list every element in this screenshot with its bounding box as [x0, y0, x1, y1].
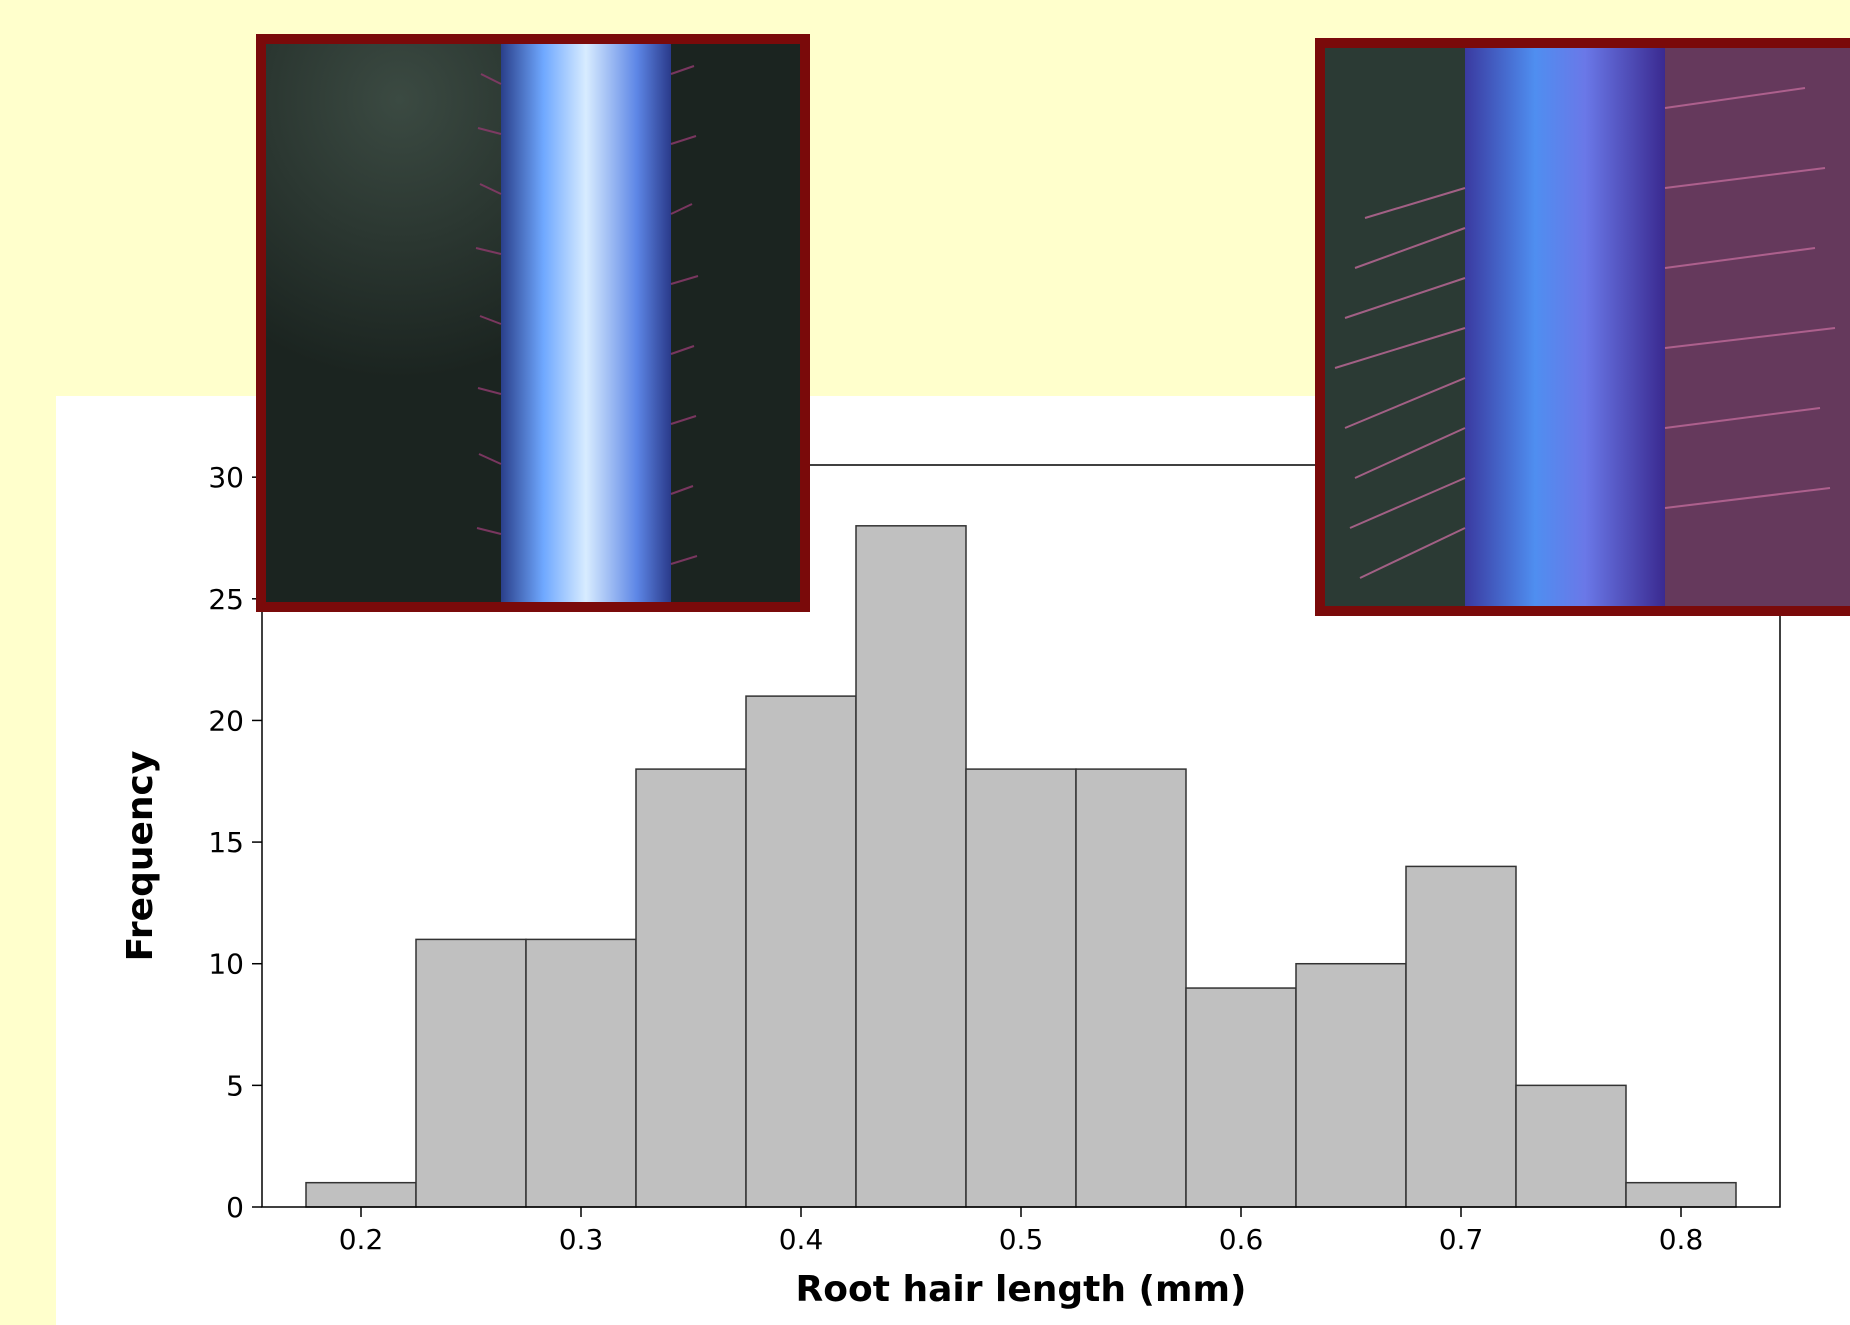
histogram-chart: 0.2 0.3 0.4 0.5 0.6 0.7 0.8 0 5 10 15 20 25 30 Root h… [120, 461, 1781, 1310]
x-tick-label-1: 0.3 [559, 1223, 604, 1256]
histogram-bar-4 [745, 695, 857, 1208]
y-tick-label-3: 15 [208, 826, 244, 859]
y-tick-label-6: 30 [208, 461, 244, 494]
histogram-bar-0 [305, 1181, 417, 1208]
ticks-group: 0.2 0.3 0.4 0.5 0.6 0.7 0.8 0 5 10 15 20 25 30 [208, 461, 1703, 1256]
x-tick-label-2: 0.4 [779, 1223, 824, 1256]
x-tick-label-5: 0.7 [1439, 1223, 1484, 1256]
y-axis-title: Frequency [120, 751, 161, 962]
x-tick-label-0: 0.2 [339, 1223, 384, 1256]
histogram-bar-6 [965, 768, 1077, 1208]
histogram-bar-3 [635, 768, 747, 1208]
histogram-bar-9 [1295, 962, 1407, 1208]
histogram-bar-8 [1185, 987, 1297, 1208]
histogram-bar-1 [415, 938, 527, 1208]
root-with-long-hairs-photo [1315, 38, 1850, 616]
bars-group [305, 525, 1737, 1208]
x-tick-label-3: 0.5 [999, 1223, 1044, 1256]
x-tick-label-4: 0.6 [1219, 1223, 1264, 1256]
histogram-bar-2 [525, 938, 637, 1208]
x-tick-label-6: 0.8 [1659, 1223, 1704, 1256]
x-axis-title: Root hair length (mm) [796, 1269, 1247, 1310]
histogram-bar-12 [1625, 1181, 1737, 1208]
y-tick-label-4: 20 [208, 704, 244, 737]
y-tick-label-2: 10 [208, 948, 244, 981]
histogram-bar-11 [1515, 1084, 1627, 1208]
y-tick-label-0: 0 [226, 1191, 244, 1224]
histogram-bar-7 [1075, 768, 1187, 1208]
y-tick-label-1: 5 [226, 1069, 244, 1102]
histogram-bar-10 [1405, 865, 1517, 1208]
y-tick-label-5: 25 [208, 583, 244, 616]
root-with-short-hairs-photo [256, 34, 810, 612]
histogram-bar-5 [855, 525, 967, 1208]
